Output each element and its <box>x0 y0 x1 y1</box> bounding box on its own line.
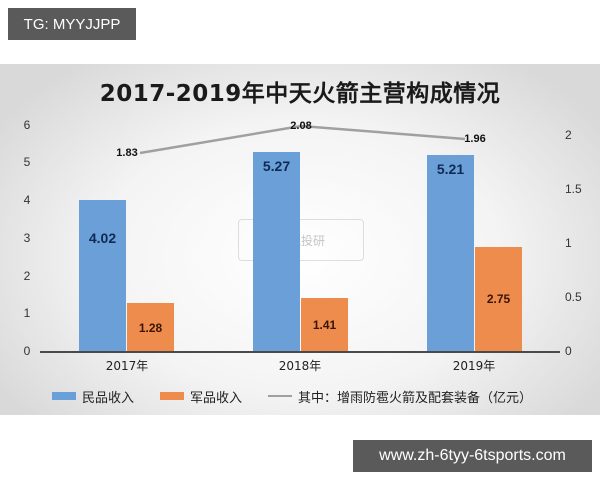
x-axis-label: 2018年 <box>278 359 322 373</box>
line-value-label: 2.08 <box>290 120 312 132</box>
left-axis-tick: 0 <box>23 344 31 358</box>
x-axis-label: 2019年 <box>452 359 496 373</box>
bar-military-2018: 1.41 <box>301 298 348 351</box>
bottom-watermark-tag: www.zh-6tyy-6tsports.com <box>353 440 592 472</box>
right-axis-tick: 1.5 <box>565 182 582 196</box>
bar-value-label: 1.41 <box>312 318 337 332</box>
x-axis-label: 2017年 <box>105 359 149 373</box>
left-axis-tick: 3 <box>23 231 31 245</box>
legend-item-military: 军品收入 <box>160 387 242 406</box>
right-axis-tick: 0 <box>565 344 572 358</box>
bar-civil-2017: 4.02 <box>79 200 126 351</box>
right-axis-tick: 1 <box>565 236 572 250</box>
bar-civil-2019: 5.21 <box>427 155 474 351</box>
legend-item-line: 其中：增雨防雹火箭及配套装备（亿元） <box>268 387 532 406</box>
left-axis-tick: 4 <box>23 193 31 207</box>
bar-value-label: 5.21 <box>436 161 465 177</box>
x-axis-line <box>40 351 560 353</box>
left-axis-tick: 1 <box>23 306 31 320</box>
legend-label: 民品收入 <box>82 390 135 406</box>
legend-swatch-blue <box>52 392 76 400</box>
bar-value-label: 5.27 <box>262 158 291 174</box>
legend-item-civil: 民品收入 <box>52 387 134 406</box>
legend-swatch-orange <box>160 392 185 400</box>
bar-value-label: 1.28 <box>138 321 163 335</box>
bottom-tag-text: www.zh-6tyy-6tsports.com <box>379 447 566 464</box>
bar-civil-2018: 5.27 <box>253 152 300 351</box>
top-tag-text: TG: MYYJJPP <box>23 15 121 33</box>
top-watermark-tag: TG: MYYJJPP <box>8 8 136 40</box>
line-series <box>139 124 466 155</box>
bar-military-2019: 2.75 <box>475 247 522 351</box>
chart-title: 2017-2019年中天火箭主营构成情况 <box>99 81 501 107</box>
chart-panel: 2017-2019年中天火箭主营构成情况 0 1 2 3 4 5 6 0 0.5… <box>0 64 600 415</box>
left-axis-tick: 5 <box>23 155 31 169</box>
bar-military-2017: 1.28 <box>127 303 174 351</box>
legend-label: 其中：增雨防雹火箭及配套装备（亿元） <box>298 390 533 406</box>
bar-value-label: 4.02 <box>88 230 117 246</box>
right-axis-tick: 2 <box>565 128 572 142</box>
left-axis-tick: 2 <box>23 269 31 283</box>
left-axis-tick: 6 <box>23 118 31 132</box>
right-axis-tick: 0.5 <box>565 290 582 304</box>
line-value-label: 1.96 <box>464 133 486 145</box>
legend-label: 军品收入 <box>190 390 243 406</box>
line-value-label: 1.83 <box>116 147 138 159</box>
bar-value-label: 2.75 <box>486 292 511 306</box>
chart-legend: 民品收入 军品收入 其中：增雨防雹火箭及配套装备（亿元） <box>52 387 558 406</box>
legend-swatch-line <box>268 395 293 397</box>
